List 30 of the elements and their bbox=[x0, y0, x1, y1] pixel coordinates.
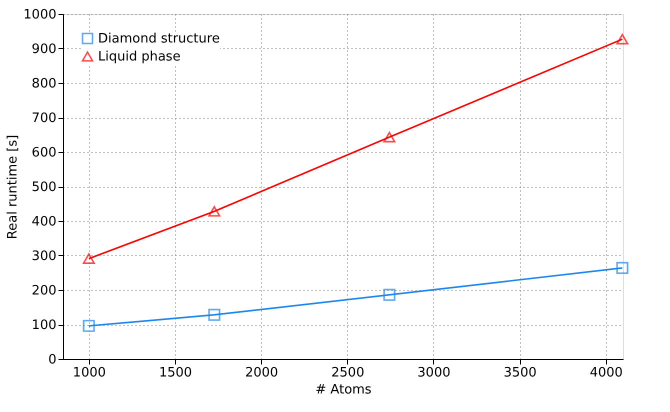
legend-label: Liquid phase bbox=[98, 50, 181, 64]
y-tick-label: 600 bbox=[32, 146, 56, 160]
point bbox=[208, 206, 220, 217]
y-axis-title: Real runtime [s] bbox=[5, 134, 20, 240]
x-axis-title: # Atoms bbox=[315, 382, 372, 398]
y-tick-label: 800 bbox=[32, 76, 56, 92]
point bbox=[616, 262, 628, 274]
y-tick-label: 700 bbox=[32, 111, 56, 126]
point bbox=[616, 34, 628, 45]
y-tick-label: 500 bbox=[32, 180, 56, 195]
y-tick-label: 0 bbox=[48, 352, 56, 368]
y-tick-label: 200 bbox=[32, 284, 56, 298]
x-tick-label: 4000 bbox=[590, 366, 623, 380]
x-tick-label: 2500 bbox=[331, 366, 364, 380]
y-tick-label: 400 bbox=[32, 214, 56, 230]
y-tick-label: 300 bbox=[32, 249, 56, 264]
point bbox=[82, 320, 95, 332]
x-tick-label: 3000 bbox=[417, 366, 451, 380]
point bbox=[208, 308, 220, 321]
legend-label: Diamond structure bbox=[98, 32, 220, 46]
point bbox=[82, 253, 95, 264]
x-tick-label: 1000 bbox=[72, 366, 106, 380]
point bbox=[383, 288, 396, 301]
x-tick-label: 3500 bbox=[504, 366, 537, 380]
point bbox=[383, 132, 396, 143]
y-tick-label: 900 bbox=[32, 42, 56, 57]
x-tick-label: 2000 bbox=[245, 366, 278, 380]
x-tick-label: 1500 bbox=[158, 366, 192, 380]
y-tick-label: 1000 bbox=[23, 8, 56, 22]
y-tick-label: 100 bbox=[32, 318, 56, 333]
